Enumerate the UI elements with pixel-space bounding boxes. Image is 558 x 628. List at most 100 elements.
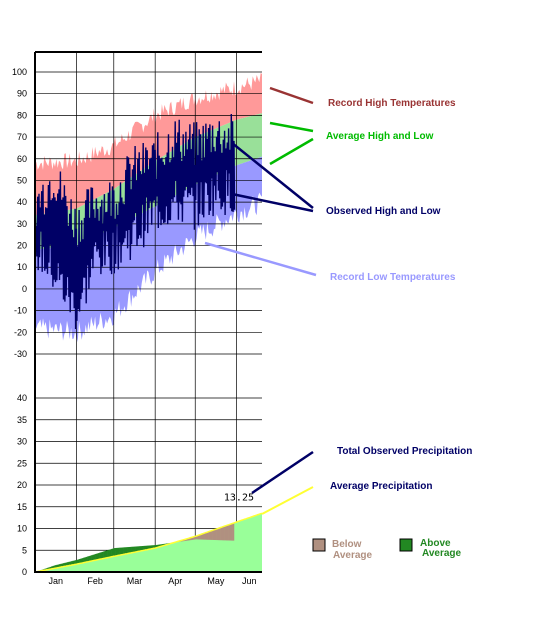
precip-diff-bar — [156, 544, 159, 548]
precip-tick-label: 25 — [17, 458, 27, 468]
precip-diff-bar — [92, 554, 95, 561]
precip-diff-bar — [95, 553, 97, 561]
precip-diff-bar — [63, 563, 65, 567]
precip-area — [35, 513, 262, 572]
legend: Record High Temperatures Average High and… — [204, 86, 472, 561]
precip-diff-bar — [115, 547, 117, 557]
observed-leader-low — [231, 192, 314, 213]
observed-leader-high — [231, 142, 314, 209]
below-average-label-1: Below — [332, 539, 362, 550]
precip-diff-bar — [221, 527, 224, 541]
precip-diff-bar — [128, 546, 131, 554]
temp-tick-label: 0 — [22, 284, 27, 294]
precip-diff-bar — [93, 554, 96, 561]
precip-diff-bar — [55, 565, 57, 569]
precip-diff-bar — [67, 562, 69, 566]
precip-diff-bar — [64, 562, 67, 567]
temp-tick-label: 70 — [17, 132, 27, 142]
total-precip-value: 13.25 — [224, 492, 254, 503]
precip-diff-bar — [68, 561, 71, 566]
average-precip-leader — [261, 486, 314, 515]
precip-tick-label: 10 — [17, 524, 27, 534]
precip-diff-bar — [157, 544, 160, 548]
precip-diff-bar — [80, 558, 83, 564]
precip-diff-bar — [107, 550, 109, 558]
precip-diff-bar — [83, 557, 85, 563]
month-label: Mar — [127, 576, 143, 586]
precip-diff-bar — [187, 538, 189, 541]
total-precip-label: Total Observed Precipitation — [337, 446, 472, 457]
precip-diff-bar — [51, 566, 53, 569]
precipitation-panel: 40 35 30 25 20 15 10 5 0 13.25 — [17, 393, 263, 577]
precip-diff-bar — [215, 529, 217, 541]
record-high-leader — [269, 86, 314, 105]
precip-diff-bar — [204, 533, 207, 540]
precip-diff-bar — [228, 524, 231, 541]
average-temp-label: Average High and Low — [326, 131, 434, 142]
precip-diff-bar — [53, 565, 56, 569]
precip-diff-bar — [207, 532, 209, 540]
precip-diff-bar — [73, 560, 76, 565]
precip-diff-bar — [87, 556, 89, 562]
precip-diff-bar — [69, 561, 72, 566]
precip-diff-bar — [108, 549, 111, 558]
precip-diff-bar — [97, 553, 100, 560]
precip-diff-bar — [197, 535, 200, 540]
precip-diff-bar — [160, 544, 163, 547]
precip-diff-bar — [71, 561, 73, 566]
precip-diff-bar — [57, 564, 60, 568]
precip-diff-bar — [89, 555, 92, 562]
precip-diff-bar — [72, 560, 75, 565]
temp-tick-label: 80 — [17, 110, 27, 120]
precip-diff-bar — [223, 526, 225, 541]
precip-diff-bar — [136, 546, 139, 552]
below-average-label-2: Average — [333, 550, 373, 561]
precip-diff-bar — [52, 565, 54, 569]
precip-diff-bar — [56, 564, 58, 568]
precip-diff-bar — [199, 534, 201, 540]
temp-tick-label: 40 — [17, 197, 27, 207]
precip-diff-bar — [91, 555, 93, 562]
precip-diff-bar — [201, 534, 204, 540]
precip-diff-bar — [81, 558, 84, 564]
precip-diff-bar — [129, 546, 132, 554]
precip-diff-bar — [159, 544, 161, 547]
observed-temp-label: Observed High and Low — [326, 206, 441, 217]
precip-diff-bar — [144, 545, 147, 551]
precip-diff-bar — [124, 547, 127, 555]
temp-tick-label: 50 — [17, 175, 27, 185]
record-low-label: Record Low Temperatures — [330, 272, 456, 283]
precip-diff-bar — [120, 547, 123, 556]
precip-diff-bar — [229, 524, 232, 541]
precip-diff-bar — [205, 532, 208, 540]
precip-diff-bar — [209, 531, 212, 540]
precip-tick-label: 15 — [17, 502, 27, 512]
precip-diff-bar — [121, 547, 124, 555]
precip-diff-bar — [60, 563, 63, 568]
precip-diff-bar — [88, 556, 91, 562]
average-precip-line — [34, 512, 263, 573]
above-average-swatch — [399, 538, 413, 552]
precip-diff-bar — [231, 523, 233, 541]
month-label: May — [207, 576, 225, 586]
precip-diff-bar — [153, 545, 156, 549]
precip-diff-bar — [117, 547, 120, 556]
precip-diff-bar — [140, 546, 143, 552]
precip-diff-bar — [152, 545, 155, 549]
precip-diff-bar — [217, 528, 220, 541]
precip-diff-bar — [75, 560, 77, 565]
precip-diff-bar — [112, 548, 115, 557]
precip-tick-label: 40 — [17, 393, 27, 403]
precip-diff-bar — [49, 566, 52, 570]
precip-diff-bar — [77, 559, 80, 564]
temp-tick-label: 20 — [17, 241, 27, 251]
precip-diff-bar — [104, 551, 107, 559]
precip-diff-bar — [116, 547, 119, 556]
average-precip-label: Average Precipitation — [330, 481, 432, 492]
precip-diff-bar — [139, 546, 141, 552]
precip-diff-bar — [59, 564, 61, 568]
precip-diff-bar — [216, 528, 219, 541]
record-high-band — [35, 72, 262, 216]
precip-diff-bar — [208, 531, 211, 540]
